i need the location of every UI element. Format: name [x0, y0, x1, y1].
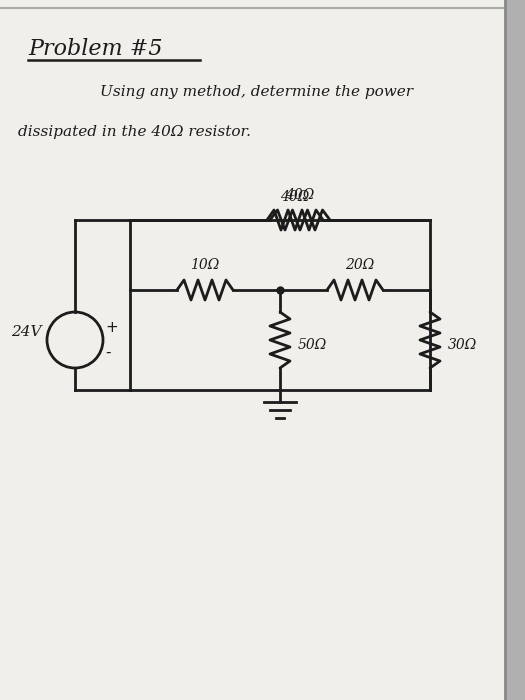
Text: 10Ω: 10Ω: [191, 258, 219, 272]
Text: +: +: [105, 321, 118, 335]
Text: 20Ω: 20Ω: [345, 258, 375, 272]
Text: Problem #5: Problem #5: [28, 38, 163, 60]
Text: Using any method, determine the power: Using any method, determine the power: [100, 85, 413, 99]
Text: 40Ω: 40Ω: [280, 190, 310, 204]
Text: 40Ω: 40Ω: [286, 188, 314, 202]
Text: 30Ω: 30Ω: [448, 338, 477, 352]
Text: 24V: 24V: [12, 325, 42, 339]
FancyBboxPatch shape: [505, 0, 525, 700]
FancyBboxPatch shape: [0, 0, 505, 700]
Text: dissipated in the 40Ω resistor.: dissipated in the 40Ω resistor.: [18, 125, 251, 139]
Text: 50Ω: 50Ω: [298, 338, 327, 352]
Text: -: -: [105, 344, 110, 360]
